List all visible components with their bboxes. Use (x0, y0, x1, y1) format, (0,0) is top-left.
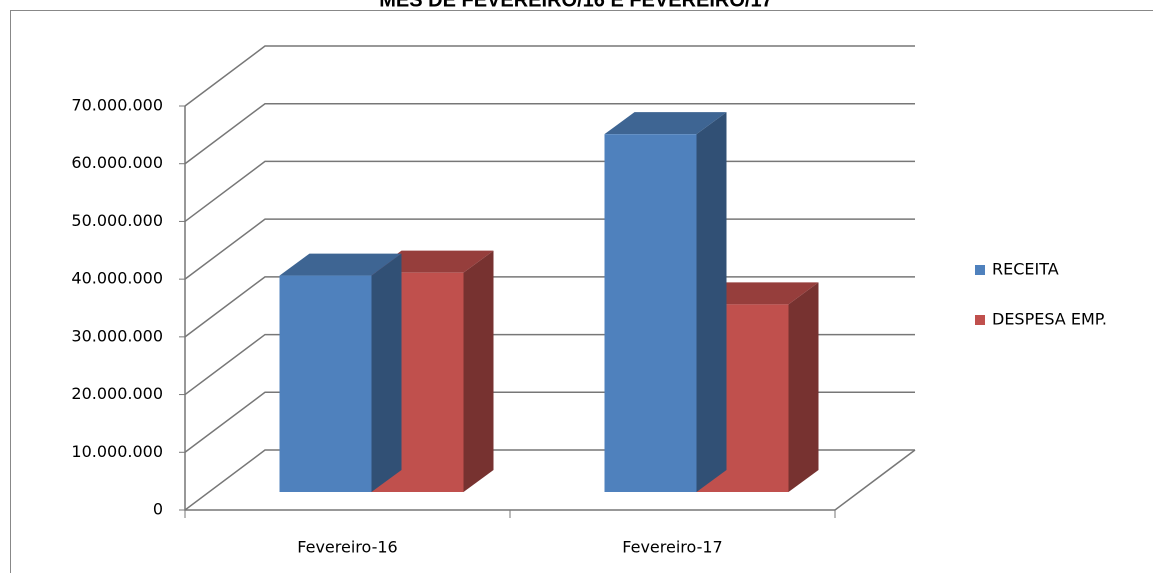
legend-label: DESPESA EMP. (992, 310, 1107, 329)
chart-title: MÊS DE FEVEREIRO/16 E FEVEREIRO/17 (379, 0, 772, 11)
grid-line (184, 102, 915, 165)
grid-line (184, 160, 915, 223)
y-tick-label: 50.000.000 (71, 211, 163, 230)
bar-side (696, 112, 727, 493)
bar-top (696, 282, 819, 305)
y-tick-label: 40.000.000 (71, 269, 163, 288)
y-tick-label: 60.000.000 (71, 153, 163, 172)
y-tick-label: 20.000.000 (71, 384, 163, 403)
bar-side (371, 253, 402, 492)
bar-top (279, 253, 402, 276)
bar-top (604, 112, 727, 135)
bar (279, 275, 372, 492)
legend-swatch (975, 315, 985, 325)
y-tick-label: 0 (153, 500, 163, 519)
bar (604, 134, 697, 492)
floor-edge (834, 449, 916, 511)
y-tick-label: 30.000.000 (71, 326, 163, 345)
x-tick-label: Fevereiro-17 (622, 538, 722, 557)
y-tick-label: 70.000.000 (71, 96, 163, 115)
y-tick-label: 10.000.000 (71, 442, 163, 461)
bar-side (788, 282, 819, 492)
bar-side (463, 250, 494, 492)
chart-frame (10, 10, 1153, 573)
legend-label: RECEITA (992, 260, 1059, 279)
legend-swatch (975, 265, 985, 275)
bar-top (371, 250, 494, 273)
grid-line (184, 45, 915, 107)
x-tick-label: Fevereiro-16 (297, 538, 397, 557)
